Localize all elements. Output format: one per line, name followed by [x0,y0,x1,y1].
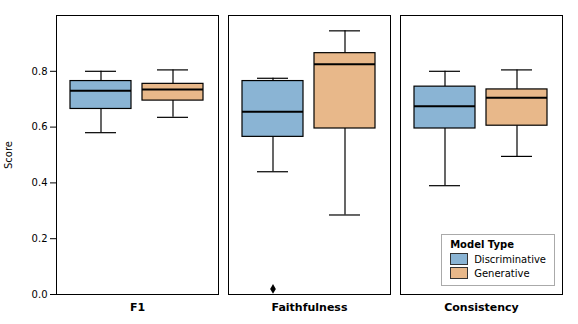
html-text:Discriminative: Discriminative [474,253,546,265]
svg-text:F1: F1 [130,301,145,314]
svg-text:0.2: 0.2 [32,233,48,244]
svg-text:Faithfulness: Faithfulness [272,301,348,314]
html-text:Generative: Generative [474,267,530,279]
svg-text:0.8: 0.8 [32,66,48,77]
svg-text:Score: Score [3,141,14,169]
svg-text:Consistency: Consistency [444,301,519,314]
svg-text:0.4: 0.4 [32,177,48,188]
svg-text:0.0: 0.0 [32,289,48,300]
html-text:Model Type: Model Type [450,239,514,250]
svg-text:0.6: 0.6 [32,121,48,132]
